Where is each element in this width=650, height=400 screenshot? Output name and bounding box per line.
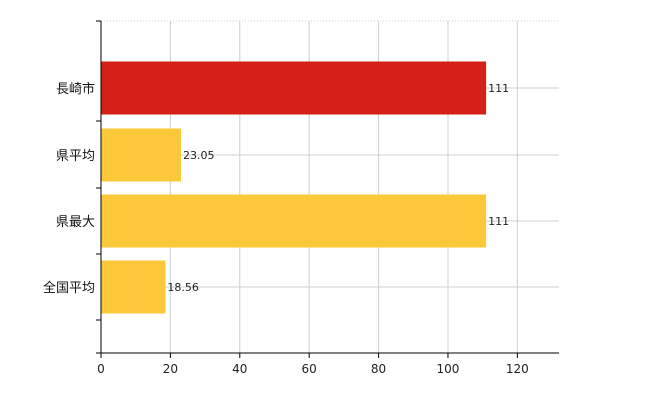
- labels: 111 23.05 111 18.56 0 20 40 60 80 100 120 長崎市県平均県最大…: [43, 81, 529, 376]
- bars: [101, 61, 487, 314]
- bar-value-label: 111: [488, 215, 509, 228]
- x-tick-label: 120: [506, 362, 529, 376]
- grid: [101, 20, 559, 353]
- x-tick-label: 0: [97, 362, 105, 376]
- x-tick-label: 100: [437, 362, 460, 376]
- axes: [96, 20, 559, 358]
- bar-value-label: 23.05: [183, 149, 215, 162]
- bar: [101, 128, 181, 182]
- bar: [101, 260, 166, 314]
- category-label: 長崎市: [56, 81, 95, 97]
- category-label: 県平均: [56, 149, 95, 164]
- bar: [101, 194, 487, 248]
- category-label: 全国平均: [43, 280, 95, 296]
- bar-value-label: 18.56: [167, 281, 199, 294]
- bar: [101, 61, 487, 115]
- x-tick-label: 40: [232, 362, 247, 376]
- category-label: 県最大: [56, 215, 95, 230]
- x-tick-label: 60: [302, 362, 317, 376]
- bar-value-label: 111: [488, 82, 509, 95]
- x-tick-label: 80: [371, 362, 386, 376]
- x-tick-label: 20: [163, 362, 178, 376]
